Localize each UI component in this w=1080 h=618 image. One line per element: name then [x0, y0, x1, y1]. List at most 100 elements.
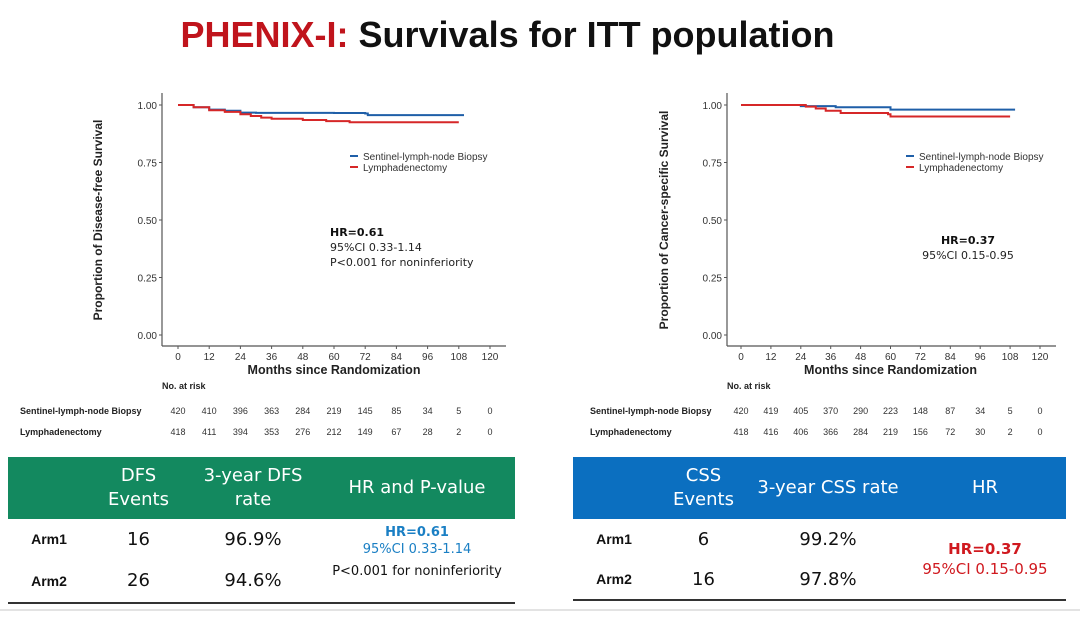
- at-risk-value: 0: [1037, 406, 1042, 416]
- at-risk-value: 420: [170, 406, 185, 416]
- dfs-header-rate: 3-year DFS rate: [187, 457, 319, 519]
- table-row: Arm2 26 94.6% P<0.001 for noninferiority: [8, 559, 515, 603]
- x-tick-label: 108: [450, 352, 467, 363]
- at-risk-value: 67: [391, 427, 401, 437]
- at-risk-value: 149: [358, 427, 373, 437]
- at-risk-value: 34: [423, 406, 433, 416]
- at-risk-value: 2: [456, 427, 461, 437]
- x-tick-label: 48: [855, 352, 867, 363]
- y-tick-label: 0.75: [703, 159, 723, 170]
- arm-label: Arm1: [596, 531, 632, 547]
- at-risk-value: 290: [853, 406, 868, 416]
- at-risk-value: 366: [823, 427, 838, 437]
- at-risk-label: No. at risk: [727, 381, 772, 391]
- y-tick-label: 0.50: [703, 216, 723, 227]
- y-axis-label: Proportion of Cancer-specific Survival: [657, 111, 671, 330]
- annotation-ci: 95%CI 0.33-1.14: [330, 241, 422, 254]
- css-header-blank: [573, 457, 655, 519]
- x-tick-label: 12: [204, 352, 216, 363]
- css-hr-cell: HR=0.37 95%CI 0.15-0.95: [904, 519, 1066, 600]
- y-tick-label: 0.00: [138, 331, 158, 342]
- at-risk-row-label: Sentinel-lymph-node Biopsy: [20, 406, 142, 416]
- at-risk-value: 418: [170, 427, 185, 437]
- x-tick-label: 120: [1032, 352, 1049, 363]
- at-risk-row-label: Sentinel-lymph-node Biopsy: [590, 406, 712, 416]
- x-tick-label: 72: [915, 352, 927, 363]
- at-risk-value: 223: [883, 406, 898, 416]
- at-risk-value: 353: [264, 427, 279, 437]
- table-row: Arm1 16 96.9% HR=0.61 95%CI 0.33-1.14: [8, 519, 515, 559]
- x-tick-label: 84: [391, 352, 403, 363]
- annotation-p: P<0.001 for noninferiority: [330, 256, 474, 269]
- at-risk-value: 219: [883, 427, 898, 437]
- at-risk-value: 30: [975, 427, 985, 437]
- x-axis-label: Months since Randomization: [248, 363, 421, 377]
- at-risk-value: 2: [1008, 427, 1013, 437]
- rate-value: 99.2%: [799, 528, 857, 550]
- table-row: Arm1 6 99.2% HR=0.37 95%CI 0.15-0.95: [573, 519, 1066, 579]
- y-axis-label: Proportion of Disease-free Survival: [91, 120, 105, 321]
- at-risk-value: 34: [975, 406, 985, 416]
- dfs-header-events: DFS Events: [90, 457, 187, 519]
- km-charts: 0.00 0.25 0.50 0.75 1.00 0 12 24 36 48 60 72 84 96 108…: [20, 93, 1056, 437]
- arm-label: Arm2: [31, 572, 67, 589]
- at-risk-value: 416: [763, 427, 778, 437]
- css-hr: HR=0.37: [948, 540, 1022, 558]
- at-risk-value: 156: [913, 427, 928, 437]
- at-risk-row-label: Lymphadenectomy: [590, 427, 672, 437]
- at-risk-value: 363: [264, 406, 279, 416]
- x-axis-label: Months since Randomization: [804, 363, 977, 377]
- at-risk-value: 85: [391, 406, 401, 416]
- at-risk-value: 406: [793, 427, 808, 437]
- css-header-rate: 3-year CSS rate: [752, 457, 904, 519]
- x-tick-label: 12: [765, 352, 777, 363]
- x-tick-label: 84: [945, 352, 957, 363]
- y-tick-label: 0.25: [138, 274, 158, 285]
- y-tick-label: 0.25: [703, 274, 723, 285]
- y-tick-label: 1.00: [703, 101, 723, 112]
- at-risk-value: 5: [456, 406, 461, 416]
- x-tick-label: 120: [482, 352, 499, 363]
- rate-value: 94.6%: [224, 570, 282, 591]
- annotation-hr: HR=0.61: [330, 226, 384, 239]
- rate-value: 96.9%: [224, 528, 282, 550]
- at-risk-value: 284: [853, 427, 868, 437]
- css-ci: 95%CI 0.15-0.95: [922, 560, 1048, 578]
- rate-value: 97.8%: [799, 568, 857, 590]
- at-risk-value: 0: [1037, 427, 1042, 437]
- events-value: 26: [127, 570, 150, 591]
- arm-label: Arm2: [596, 571, 632, 587]
- dfs-header-blank: [8, 457, 90, 519]
- at-risk-value: 72: [945, 427, 955, 437]
- y-tick-label: 0.00: [703, 331, 723, 342]
- table-row: Arm2 16 97.8%: [573, 559, 1066, 600]
- annotation-hr: HR=0.37: [941, 234, 995, 247]
- css-header-hr: HR: [904, 457, 1066, 519]
- y-tick-label: 0.75: [138, 159, 158, 170]
- dfs-p: P<0.001 for noninferiority: [332, 564, 502, 579]
- at-risk-value: 394: [233, 427, 248, 437]
- y-tick-label: 0.50: [138, 216, 158, 227]
- at-risk-value: 405: [793, 406, 808, 416]
- at-risk-value: 419: [763, 406, 778, 416]
- x-tick-label: 60: [885, 352, 897, 363]
- legend-label: Lymphadenectomy: [919, 163, 1003, 174]
- at-risk-value: 219: [326, 406, 341, 416]
- at-risk-value: 370: [823, 406, 838, 416]
- at-risk-value: 145: [358, 406, 373, 416]
- x-tick-label: 0: [175, 352, 181, 363]
- at-risk-value: 5: [1008, 406, 1013, 416]
- x-tick-label: 60: [328, 352, 340, 363]
- at-risk-row-label: Lymphadenectomy: [20, 427, 102, 437]
- at-risk-value: 396: [233, 406, 248, 416]
- dfs-hr: HR=0.61: [385, 525, 449, 540]
- css-header-events: CSS Events: [655, 457, 752, 519]
- dfs-table: DFS Events 3-year DFS rate HR and P-value …: [8, 457, 515, 604]
- x-tick-label: 96: [422, 352, 434, 363]
- title-rest: Survivals for ITT population: [348, 14, 835, 55]
- dfs-ci: 95%CI 0.33-1.14: [362, 542, 472, 557]
- annotation-ci: 95%CI 0.15-0.95: [922, 249, 1014, 262]
- km-curve-lymphadenectomy: [741, 104, 1011, 118]
- css-table: CSS Events 3-year CSS rate HR Arm1 6 99.2% HR…: [573, 457, 1066, 601]
- x-tick-label: 36: [266, 352, 278, 363]
